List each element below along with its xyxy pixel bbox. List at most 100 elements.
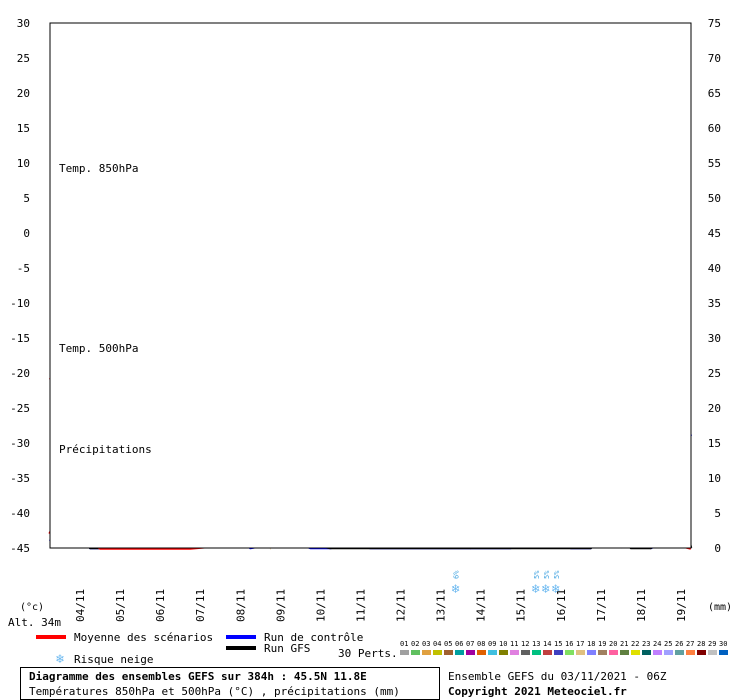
y-right-tick-label: 30	[708, 332, 721, 345]
info-box: Diagramme des ensembles GEFS sur 384h : …	[20, 667, 440, 700]
run-info: Ensemble GEFS du 03/11/2021 - 06Z	[448, 670, 667, 683]
x-date-label: 17/11	[595, 589, 608, 622]
snow-flake-icon: ❄	[531, 582, 540, 597]
pert-number-label: 04	[433, 640, 441, 648]
y-left-tick-label: -35	[10, 472, 30, 485]
pert-color-swatch	[455, 650, 464, 655]
pert-color-swatch	[576, 650, 585, 655]
pert-color-swatch	[411, 650, 420, 655]
pert-number-label: 12	[521, 640, 529, 648]
pert-number-label: 29	[708, 640, 716, 648]
x-date-label: 07/11	[194, 589, 207, 622]
x-date-label: 09/11	[274, 589, 287, 622]
pert-number-label: 10	[499, 640, 507, 648]
chart-subtitle: Températures 850hPa et 500hPa (°C) , pré…	[29, 685, 400, 698]
y-left-tick-label: -45	[10, 542, 30, 555]
snow-pct-label: 5%	[533, 570, 541, 579]
pert-color-swatch	[675, 650, 684, 655]
x-date-label: 18/11	[635, 589, 648, 622]
copyright: Copyright 2021 Meteociel.fr	[448, 685, 627, 698]
x-date-label: 12/11	[395, 589, 408, 622]
y-left-tick-label: 20	[17, 87, 30, 100]
y-left-tick-label: 0	[23, 227, 30, 240]
y-right-tick-label: 15	[708, 437, 721, 450]
x-date-label: 19/11	[675, 589, 688, 622]
x-date-label: 04/11	[74, 589, 87, 622]
pert-color-swatch	[422, 650, 431, 655]
pert-color-swatch	[510, 650, 519, 655]
y-left-tick-label: -30	[10, 437, 30, 450]
pert-number-label: 13	[532, 640, 540, 648]
x-date-label: 06/11	[154, 589, 167, 622]
y-right-tick-label: 50	[708, 192, 721, 205]
legend-mean: Moyenne des scénarios	[74, 631, 214, 644]
pert-color-swatch	[532, 650, 541, 655]
y-left-tick-label: 30	[17, 17, 30, 30]
y-left-tick-label: -20	[10, 367, 30, 380]
pert-color-swatch	[697, 650, 706, 655]
pert-number-label: 01	[400, 640, 408, 648]
legend-snow-icon: ❄	[55, 652, 64, 667]
pert-number-label: 24	[653, 640, 661, 648]
pert-number-label: 02	[411, 640, 419, 648]
y-right-tick-label: 55	[708, 157, 721, 170]
pert-number-label: 27	[686, 640, 694, 648]
y-right-tick-label: 20	[708, 402, 721, 415]
y-left-tick-label: 10	[17, 157, 30, 170]
y-left-tick-label: -25	[10, 402, 30, 415]
plot-frame	[49, 22, 692, 549]
pert-color-swatch	[664, 650, 673, 655]
pert-color-swatch	[565, 650, 574, 655]
pert-number-label: 30	[719, 640, 727, 648]
pert-number-label: 03	[422, 640, 430, 648]
pert-number-label: 22	[631, 640, 639, 648]
pert-color-swatch	[477, 650, 486, 655]
pert-color-swatch	[554, 650, 563, 655]
y-right-tick-label: 25	[708, 367, 721, 380]
x-date-label: 11/11	[354, 589, 367, 622]
altitude-label: Alt. 34m	[8, 616, 61, 629]
x-date-label: 16/11	[555, 589, 568, 622]
snow-pct-label: 5%	[553, 570, 561, 579]
legend-snow: Risque neige	[74, 653, 154, 666]
pert-number-label: 26	[675, 640, 683, 648]
pert-number-label: 07	[466, 640, 474, 648]
y-left-tick-label: -5	[17, 262, 30, 275]
x-date-label: 08/11	[234, 589, 247, 622]
pert-number-label: 14	[543, 640, 551, 648]
x-date-label: 13/11	[435, 589, 448, 622]
y-right-tick-label: 40	[708, 262, 721, 275]
pert-color-swatch	[686, 650, 695, 655]
pert-number-label: 08	[477, 640, 485, 648]
pert-number-label: 15	[554, 640, 562, 648]
snow-pct-label: 5%	[543, 570, 551, 579]
pert-color-swatch	[444, 650, 453, 655]
y-left-tick-label: -40	[10, 507, 30, 520]
panel-label-precip: Précipitations	[59, 443, 152, 456]
left-axis-unit: (°c)	[20, 602, 44, 613]
pert-color-swatch	[631, 650, 640, 655]
pert-color-swatch	[620, 650, 629, 655]
y-right-tick-label: 10	[708, 472, 721, 485]
snow-flake-icon: ❄	[551, 582, 560, 597]
pert-color-swatch	[642, 650, 651, 655]
pert-color-swatch	[433, 650, 442, 655]
pert-color-swatch	[609, 650, 618, 655]
chart-title: Diagramme des ensembles GEFS sur 384h : …	[29, 670, 367, 683]
y-right-tick-label: 75	[708, 17, 721, 30]
pert-color-swatch	[521, 650, 530, 655]
pert-number-label: 21	[620, 640, 628, 648]
pert-color-swatch	[499, 650, 508, 655]
pert-color-swatch	[719, 650, 728, 655]
pert-number-label: 06	[455, 640, 463, 648]
pert-number-label: 18	[587, 640, 595, 648]
y-right-tick-label: 60	[708, 122, 721, 135]
pert-number-label: 19	[598, 640, 606, 648]
y-left-tick-label: -15	[10, 332, 30, 345]
x-date-label: 15/11	[515, 589, 528, 622]
snow-pct-label: 6%	[453, 570, 461, 579]
legend-control: Run de contrôle	[264, 631, 364, 644]
y-right-tick-label: 35	[708, 297, 721, 310]
pert-color-swatch	[708, 650, 717, 655]
